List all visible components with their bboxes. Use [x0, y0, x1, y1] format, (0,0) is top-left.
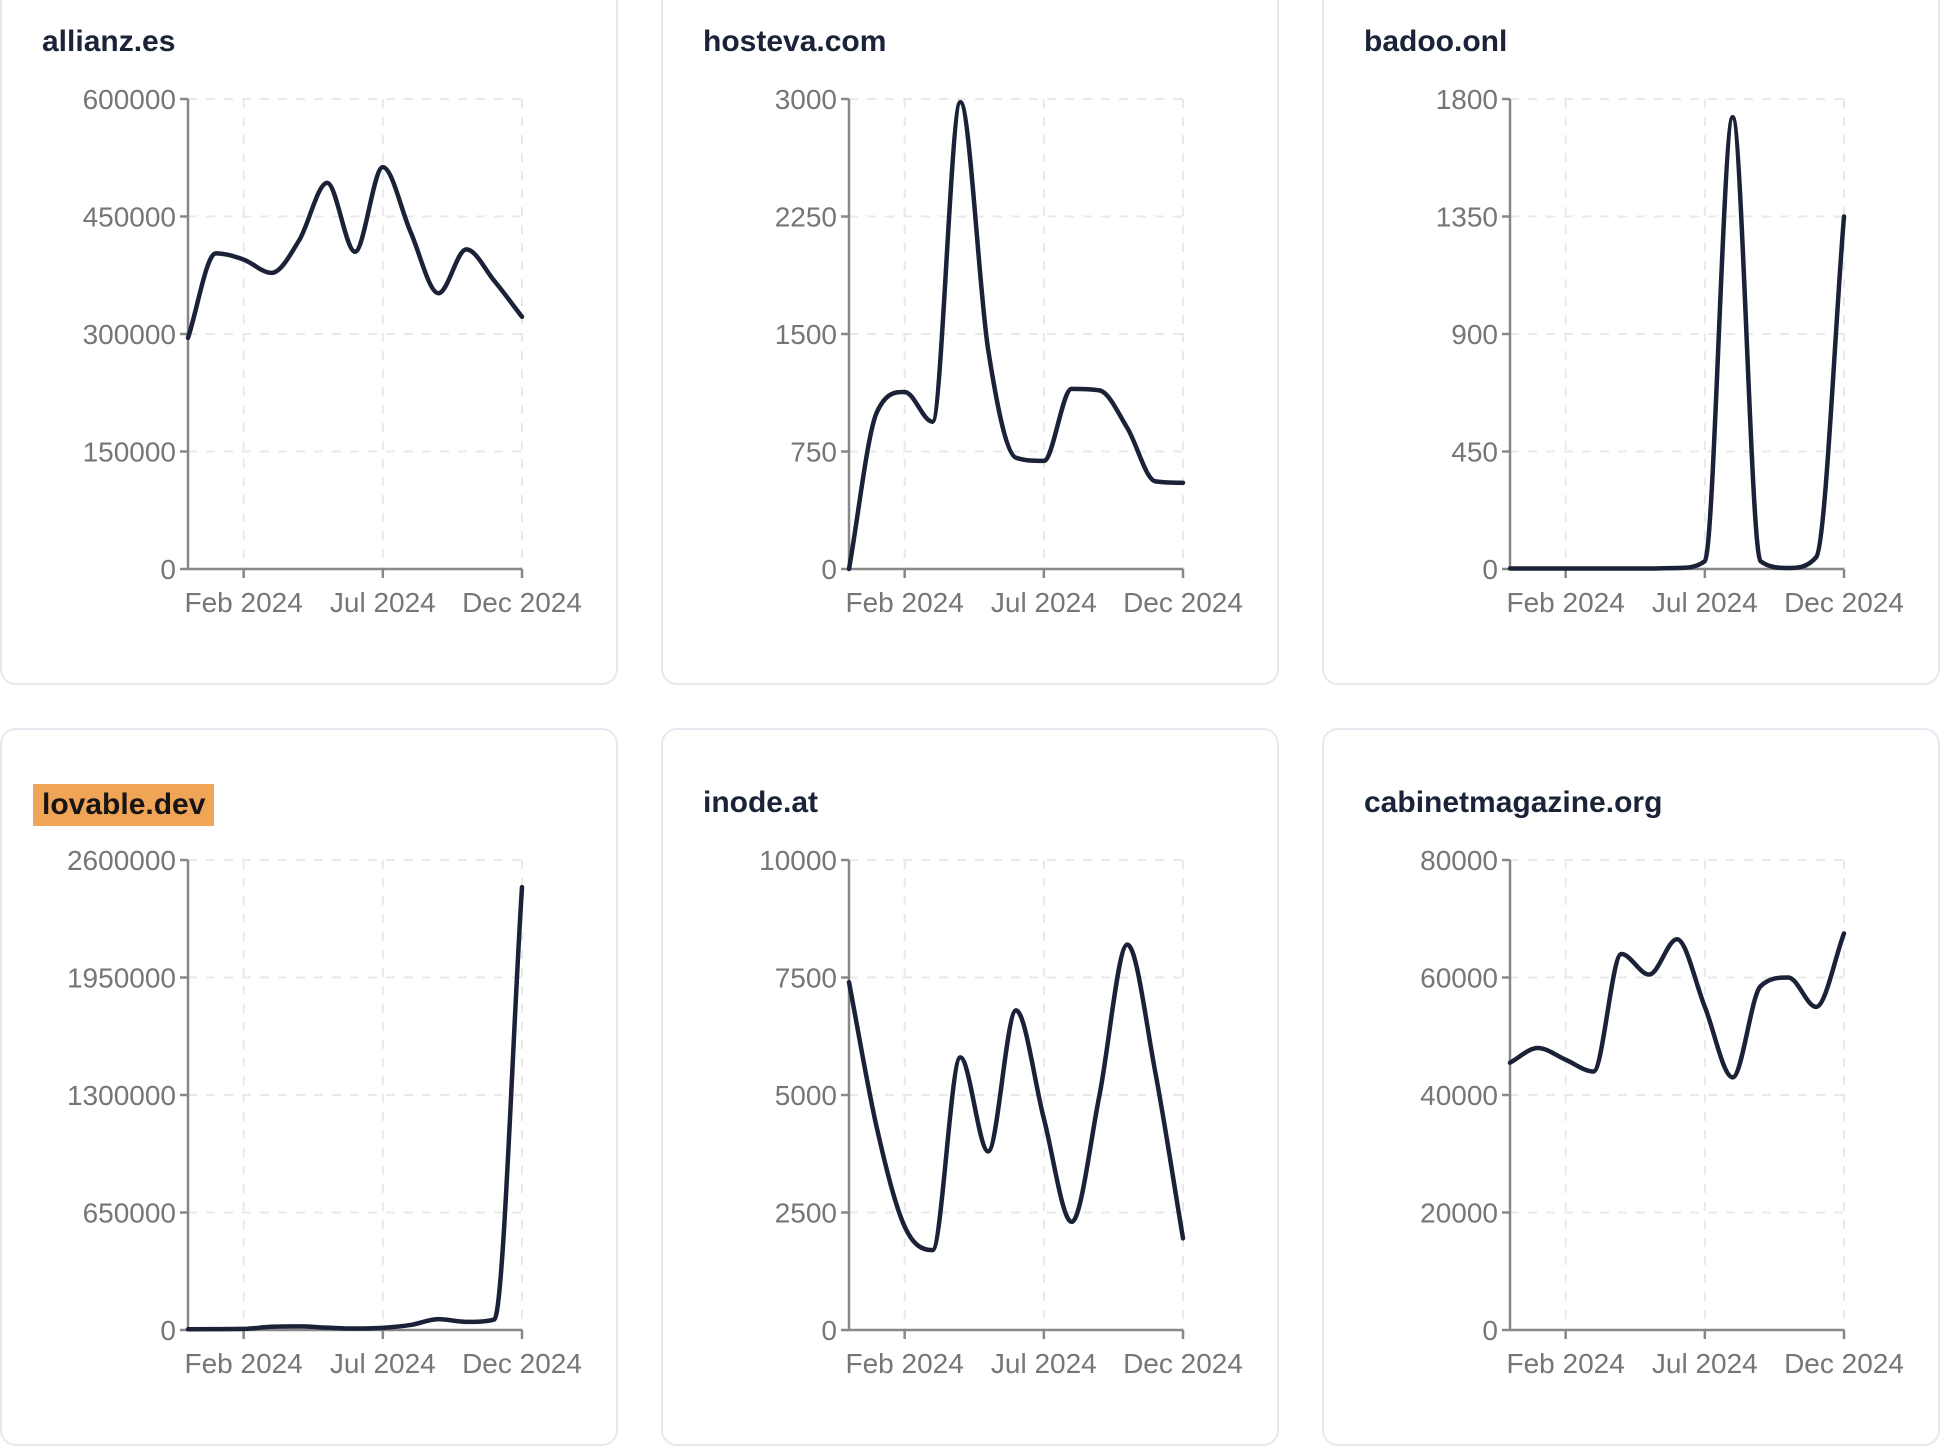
domain-title: lovable.dev — [33, 784, 215, 826]
domain-title-text: inode.at — [703, 786, 819, 819]
domain-chart-card-inode.at[interactable]: inode.at 0 2500 5000 7500 10000 Feb 2024 Jul 2… — [661, 728, 1279, 1446]
trend-line — [185, 164, 525, 341]
x-tick-label: Jul 2024 — [330, 1348, 436, 1379]
y-tick-label: 60000 — [1420, 963, 1498, 994]
y-tick-label: 750 — [790, 437, 837, 468]
axes — [841, 858, 1185, 1339]
y-tick-label: 450 — [1451, 437, 1498, 468]
y-tick-label: 650000 — [83, 1198, 176, 1229]
y-tick-label: 900 — [1451, 319, 1498, 350]
axes — [180, 97, 524, 578]
domain-chart-card-badoo.onl[interactable]: badoo.onl 0 450 900 1350 1800 Feb 2024 Jul 202… — [1322, 0, 1940, 685]
y-tick-label: 2250 — [775, 202, 837, 233]
tick-labels: 0 2500 5000 7500 10000 Feb 2024 Jul 2024 Dec 20… — [759, 845, 1243, 1379]
traffic-line-chart: 0 20000 40000 60000 80000 Feb 2024 Jul 2024 Dec… — [1420, 845, 1904, 1379]
y-tick-label: 1950000 — [67, 963, 176, 994]
y-tick-label: 1800 — [1436, 84, 1498, 115]
y-tick-label: 5000 — [775, 1080, 837, 1111]
y-tick-label: 0 — [160, 554, 176, 585]
domain-chart-card-lovable.dev[interactable]: lovable.dev 0 650000 1300000 1950000 2600000… — [0, 728, 618, 1446]
domain-title: inode.at — [703, 784, 818, 822]
y-tick-label: 10000 — [759, 845, 837, 876]
domain-title-text: hosteva.com — [703, 25, 887, 58]
y-tick-label: 80000 — [1420, 845, 1498, 876]
y-tick-label: 2500 — [775, 1198, 837, 1229]
gridlines — [188, 859, 523, 1330]
domain-chart-card-hosteva.com[interactable]: hosteva.com 0 750 1500 2250 3000 Feb 2024 Jul … — [661, 0, 1279, 685]
gridlines — [849, 98, 1184, 569]
x-tick-label: Jul 2024 — [330, 587, 436, 618]
x-tick-label: Feb 2024 — [1507, 587, 1625, 618]
y-tick-label: 450000 — [83, 202, 176, 233]
y-tick-label: 1350 — [1436, 202, 1498, 233]
domain-title: allianz.es — [42, 23, 175, 61]
y-tick-label: 0 — [1482, 1315, 1498, 1346]
x-tick-label: Dec 2024 — [1123, 1348, 1243, 1379]
trend-line — [846, 99, 1186, 572]
tick-labels: 0 650000 1300000 1950000 2600000 Feb 2024 Jul … — [67, 845, 582, 1379]
x-tick-label: Jul 2024 — [1652, 587, 1758, 618]
tick-labels: 0 150000 300000 450000 600000 Feb 2024 Jul 202… — [83, 84, 582, 618]
x-tick-label: Jul 2024 — [991, 1348, 1097, 1379]
x-tick-label: Feb 2024 — [185, 1348, 303, 1379]
x-tick-label: Dec 2024 — [1784, 587, 1904, 618]
domain-title: cabinetmagazine.org — [1364, 784, 1662, 822]
domain-title-text: lovable.dev — [33, 784, 215, 826]
domain-title: badoo.onl — [1364, 23, 1507, 61]
traffic-line-chart: 0 750 1500 2250 3000 Feb 2024 Jul 2024 Dec 2024 — [775, 84, 1243, 618]
y-tick-label: 1300000 — [67, 1080, 176, 1111]
domain-chart-card-allianz.es[interactable]: allianz.es 0 150000 300000 450000 600000 Feb … — [0, 0, 618, 685]
domain-title-text: cabinetmagazine.org — [1364, 786, 1663, 819]
axes — [1502, 97, 1846, 578]
domain-title: hosteva.com — [703, 23, 886, 61]
traffic-line-chart: 0 2500 5000 7500 10000 Feb 2024 Jul 2024 Dec 20… — [759, 845, 1243, 1379]
x-tick-label: Feb 2024 — [185, 587, 303, 618]
gridlines — [1510, 859, 1845, 1330]
x-tick-label: Feb 2024 — [1507, 1348, 1625, 1379]
tick-labels: 0 20000 40000 60000 80000 Feb 2024 Jul 2024 Dec… — [1420, 845, 1904, 1379]
y-tick-label: 600000 — [83, 84, 176, 115]
x-tick-label: Feb 2024 — [846, 587, 964, 618]
traffic-line-chart: 0 450 900 1350 1800 Feb 2024 Jul 2024 Dec 2024 — [1436, 84, 1904, 618]
x-tick-label: Jul 2024 — [991, 587, 1097, 618]
gridlines — [1510, 98, 1845, 569]
y-tick-label: 0 — [1482, 554, 1498, 585]
gridlines — [849, 859, 1184, 1330]
y-tick-label: 2600000 — [67, 845, 176, 876]
x-tick-label: Dec 2024 — [1123, 587, 1243, 618]
y-tick-label: 0 — [821, 1315, 837, 1346]
domain-chart-card-cabinetmagazine.org[interactable]: cabinetmagazine.org 0 20000 40000 60000 8000… — [1322, 728, 1940, 1446]
y-tick-label: 1500 — [775, 319, 837, 350]
x-tick-label: Feb 2024 — [846, 1348, 964, 1379]
tick-labels: 0 450 900 1350 1800 Feb 2024 Jul 2024 Dec 2024 — [1436, 84, 1904, 618]
tick-labels: 0 750 1500 2250 3000 Feb 2024 Jul 2024 Dec 2024 — [775, 84, 1243, 618]
axes — [841, 97, 1185, 578]
trend-line — [1507, 931, 1847, 1080]
traffic-line-chart: 0 650000 1300000 1950000 2600000 Feb 2024 Jul … — [67, 845, 582, 1379]
y-tick-label: 7500 — [775, 963, 837, 994]
x-tick-label: Dec 2024 — [462, 587, 582, 618]
axes — [180, 858, 524, 1339]
y-tick-label: 150000 — [83, 437, 176, 468]
gridlines — [188, 98, 523, 569]
domain-title-text: badoo.onl — [1364, 25, 1508, 58]
trend-line — [185, 884, 525, 1332]
y-tick-label: 300000 — [83, 319, 176, 350]
y-tick-label: 40000 — [1420, 1080, 1498, 1111]
y-tick-label: 20000 — [1420, 1198, 1498, 1229]
trend-line — [846, 942, 1186, 1253]
y-tick-label: 0 — [160, 1315, 176, 1346]
y-tick-label: 3000 — [775, 84, 837, 115]
x-tick-label: Dec 2024 — [1784, 1348, 1904, 1379]
trend-line — [1507, 115, 1847, 571]
x-tick-label: Dec 2024 — [462, 1348, 582, 1379]
y-tick-label: 0 — [821, 554, 837, 585]
traffic-line-chart: 0 150000 300000 450000 600000 Feb 2024 Jul 202… — [83, 84, 582, 618]
x-tick-label: Jul 2024 — [1652, 1348, 1758, 1379]
axes — [1502, 858, 1846, 1339]
domain-title-text: allianz.es — [42, 25, 176, 58]
